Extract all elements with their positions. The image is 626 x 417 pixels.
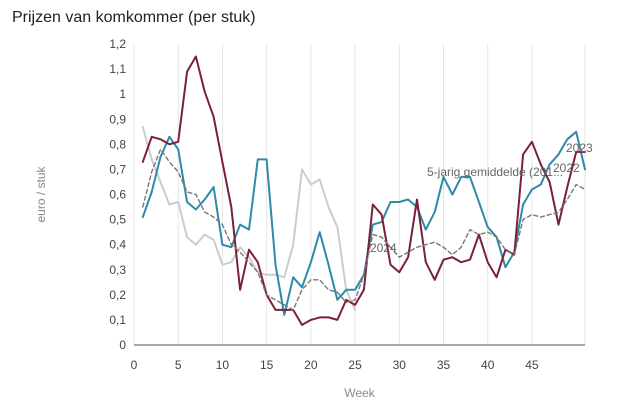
series-label-2022: 2022 (553, 161, 580, 175)
x-tick-label: 40 (481, 358, 495, 372)
x-tick-label: 5 (175, 358, 182, 372)
series-line-5-jarig-gemiddelde-201 (142, 148, 586, 311)
y-tick-label: 0 (119, 338, 126, 352)
series-layer (141, 55, 586, 326)
x-tick-label: 15 (260, 358, 274, 372)
y-tick-label: 0,3 (109, 263, 126, 277)
y-tick-label: 0,1 (109, 313, 126, 327)
y-tick-label: 1,2 (109, 37, 126, 51)
y-tick-label: 0,7 (109, 162, 126, 176)
x-tick-label: 35 (437, 358, 451, 372)
series-line-2024 (141, 125, 357, 311)
x-tick-label: 30 (393, 358, 407, 372)
y-tick-label: 0,8 (109, 137, 126, 151)
x-tick-label: 20 (304, 358, 318, 372)
series-label-2024: 2024 (370, 241, 397, 255)
y-tick-label: 1 (119, 87, 126, 101)
y-axis-title: euro / stuk (34, 165, 48, 222)
y-tick-label: 0,9 (109, 112, 126, 126)
chart-title: Prijzen van komkommer (per stuk) (12, 9, 256, 26)
series-line-2022 (141, 55, 586, 326)
series-label-5-jarig-gemiddelde-201: 5-jarig gemiddelde (201... (427, 165, 563, 179)
x-tick-label: 45 (525, 358, 539, 372)
axis-layer: 0 5 10 15 20 25 30 35 40 45 0 0,1 0,2 0,3 0,4 0,5 0,6 0,7… (109, 37, 585, 372)
y-tick-label: 0,6 (109, 188, 126, 202)
series-label-2023: 2023 (566, 141, 593, 155)
x-tick-label: 0 (131, 358, 138, 372)
y-tick-label: 0,4 (109, 238, 126, 252)
x-tick-label: 10 (216, 358, 230, 372)
grid-layer (133, 44, 586, 345)
x-tick-label: 25 (348, 358, 362, 372)
y-tick-label: 0,2 (109, 288, 126, 302)
y-tick-label: 1,1 (109, 62, 126, 76)
x-axis-title: Week (344, 386, 375, 400)
y-tick-label: 0,5 (109, 213, 126, 227)
